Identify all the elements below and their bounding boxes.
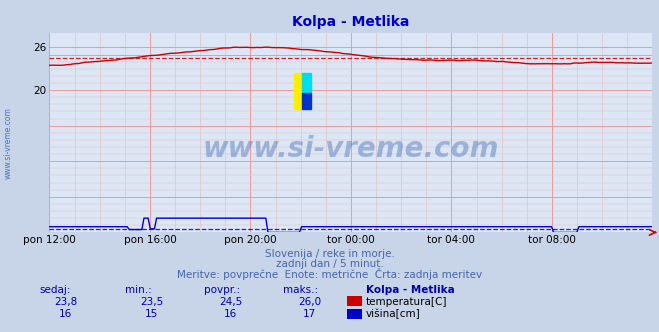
Text: 17: 17 — [303, 309, 316, 319]
Text: 26,0: 26,0 — [298, 297, 322, 307]
Bar — [302, 73, 310, 93]
Text: 16: 16 — [224, 309, 237, 319]
Text: temperatura[C]: temperatura[C] — [366, 297, 447, 307]
Text: sedaj:: sedaj: — [40, 285, 71, 295]
Text: Kolpa - Metlika: Kolpa - Metlika — [366, 285, 455, 295]
Text: www.si-vreme.com: www.si-vreme.com — [203, 135, 499, 163]
Text: min.:: min.: — [125, 285, 152, 295]
Text: 23,8: 23,8 — [54, 297, 78, 307]
Text: višina[cm]: višina[cm] — [366, 309, 420, 319]
Text: 15: 15 — [145, 309, 158, 319]
Text: povpr.:: povpr.: — [204, 285, 241, 295]
Bar — [294, 73, 302, 109]
Text: 24,5: 24,5 — [219, 297, 243, 307]
Title: Kolpa - Metlika: Kolpa - Metlika — [292, 15, 410, 29]
Text: Meritve: povprečne  Enote: metrične  Črta: zadnja meritev: Meritve: povprečne Enote: metrične Črta:… — [177, 268, 482, 280]
Text: www.si-vreme.com: www.si-vreme.com — [3, 107, 13, 179]
Text: maks.:: maks.: — [283, 285, 318, 295]
Text: 16: 16 — [59, 309, 72, 319]
Text: 23,5: 23,5 — [140, 297, 163, 307]
Text: zadnji dan / 5 minut.: zadnji dan / 5 minut. — [275, 259, 384, 269]
Bar — [302, 93, 310, 109]
Text: Slovenija / reke in morje.: Slovenija / reke in morje. — [264, 249, 395, 259]
